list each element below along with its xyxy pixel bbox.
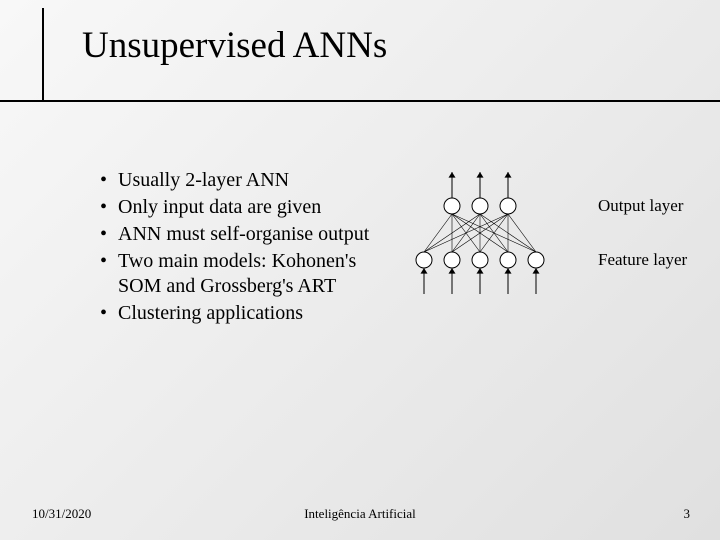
slide-title: Unsupervised ANNs [82, 24, 387, 67]
list-item: Clustering applications [100, 301, 380, 326]
feature-layer-label: Feature layer [598, 250, 687, 270]
list-item: Usually 2-layer ANN [100, 168, 380, 193]
list-item: Two main models: Kohonen's SOM and Gross… [100, 249, 380, 299]
footer-page-number: 3 [684, 506, 691, 522]
list-item: Only input data are given [100, 195, 380, 220]
ann-diagram [410, 168, 590, 298]
list-item: ANN must self-organise output [100, 222, 380, 247]
output-layer-label: Output layer [598, 196, 683, 216]
title-vertical-rule [42, 8, 44, 100]
footer-date: 10/31/2020 [32, 506, 91, 522]
footer-center: Inteligência Artificial [304, 506, 416, 522]
slide: Unsupervised ANNs Usually 2-layer ANN On… [0, 0, 720, 540]
title-horizontal-rule [0, 100, 720, 102]
bullet-list: Usually 2-layer ANN Only input data are … [100, 168, 380, 328]
